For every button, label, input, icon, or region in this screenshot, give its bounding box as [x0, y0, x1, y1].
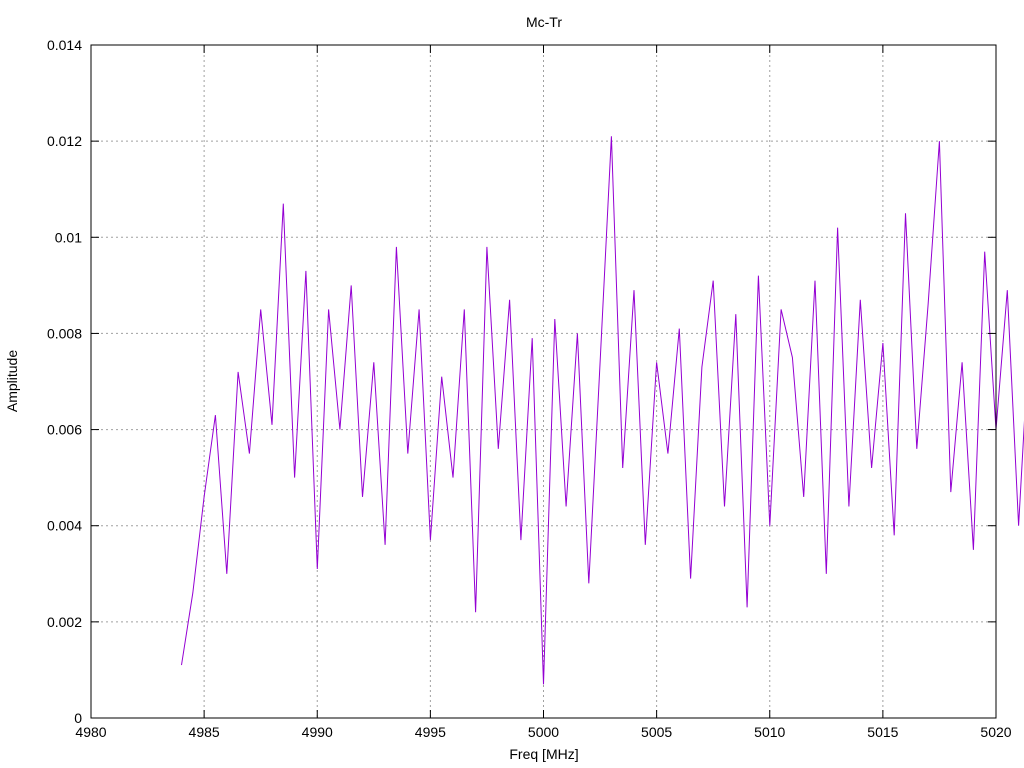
chart-title: Mc-Tr	[526, 14, 562, 30]
x-tick-label: 5015	[867, 724, 898, 740]
y-tick-label: 0.002	[47, 614, 82, 630]
series-layer	[181, 136, 1024, 685]
y-tick-label: 0.012	[47, 133, 82, 149]
x-axis-title: Freq [MHz]	[509, 746, 578, 762]
x-tick-label: 4990	[302, 724, 333, 740]
x-tick-label: 4985	[189, 724, 220, 740]
x-tick-label: 5000	[528, 724, 559, 740]
x-tick-label: 5020	[980, 724, 1011, 740]
x-tick-label: 4980	[75, 724, 106, 740]
y-tick-label: 0.004	[47, 518, 82, 534]
y-tick-label: 0	[74, 710, 82, 726]
y-tick-label: 0.01	[55, 229, 82, 245]
y-tick-label: 0.006	[47, 422, 82, 438]
series-line	[181, 136, 1024, 685]
y-tick-label: 0.008	[47, 325, 82, 341]
x-tick-label: 5005	[641, 724, 672, 740]
x-tick-label: 5010	[754, 724, 785, 740]
axis-ticks: 4980 4985 4990 4995 5000 5005 5010 5015 5020 0 0.0…	[47, 37, 1012, 740]
y-axis-title: Amplitude	[4, 350, 20, 412]
grid-lines	[91, 45, 996, 718]
x-tick-label: 4995	[415, 724, 446, 740]
y-tick-label: 0.014	[47, 37, 82, 53]
